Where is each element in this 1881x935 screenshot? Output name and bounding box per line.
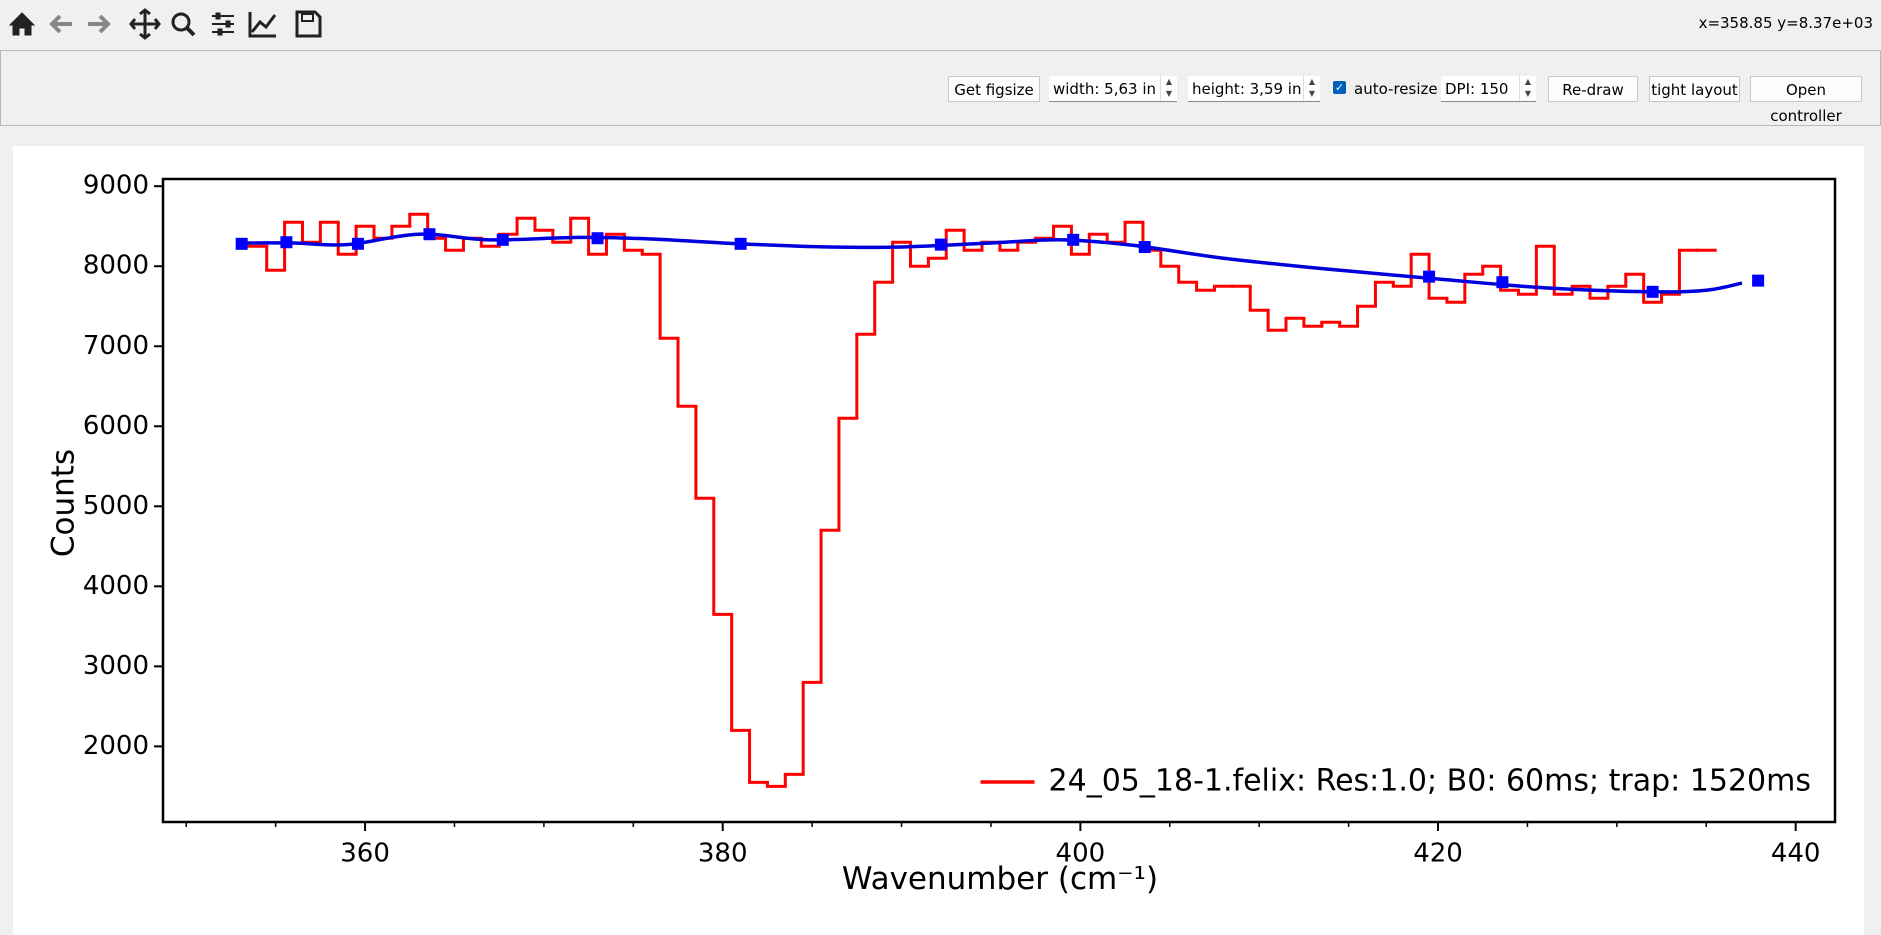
x-tick-label: 380: [698, 839, 748, 869]
pan-icon[interactable]: [129, 8, 161, 40]
home-icon[interactable]: [8, 12, 36, 36]
x-tick-label: 420: [1413, 839, 1463, 869]
spin-arrows[interactable]: ▲ ▼: [1303, 76, 1320, 101]
auto-resize-checkbox[interactable]: ✓: [1333, 81, 1346, 94]
y-tick-label: 7000: [83, 331, 149, 361]
dpi-spinbox[interactable]: DPI: 150 ▲ ▼: [1441, 76, 1536, 102]
marker: [1423, 270, 1436, 283]
y-axis-label: Counts: [46, 449, 82, 557]
width-spinbox[interactable]: width: 5,63 in ▲ ▼: [1049, 76, 1177, 102]
zoom-icon[interactable]: [171, 12, 191, 32]
marker: [734, 237, 747, 250]
toolbar: x=358.85 y=8.37e+03: [0, 0, 1881, 50]
x-axis-label: Wavenumber (cm⁻¹): [842, 861, 1158, 897]
save-icon[interactable]: [295, 10, 322, 38]
marker: [351, 237, 364, 250]
x-tick-label: 440: [1771, 839, 1821, 869]
spin-arrows[interactable]: ▲ ▼: [1160, 76, 1177, 101]
dpi-text: DPI: 150: [1445, 80, 1509, 98]
x-tick-label: 360: [340, 839, 390, 869]
height-spinbox[interactable]: height: 3,59 in ▲ ▼: [1188, 76, 1320, 102]
coordinates: x=358.85 y=8.37e+03: [1698, 14, 1873, 32]
marker: [934, 238, 947, 251]
axes-frame: [161, 177, 1837, 824]
y-tick-label: 8000: [83, 251, 149, 281]
back-icon[interactable]: [49, 14, 72, 34]
marker: [1138, 241, 1151, 254]
open-controller-button[interactable]: Open controller: [1750, 76, 1862, 125]
y-tick-label: 4000: [83, 571, 149, 601]
height-text: height: 3,59 in: [1192, 80, 1302, 98]
marker: [1752, 274, 1765, 287]
y-tick-label: 6000: [83, 411, 149, 441]
x-tick-label: 400: [1056, 839, 1106, 869]
y-tick-label: 9000: [83, 171, 149, 201]
forward-icon[interactable]: [88, 14, 111, 34]
tight-layout-button[interactable]: tight layout: [1649, 76, 1740, 102]
marker: [1496, 276, 1509, 289]
marker: [1067, 233, 1080, 246]
redraw-button[interactable]: Re-draw: [1548, 76, 1638, 102]
marker: [496, 233, 509, 246]
y-tick-label: 5000: [83, 491, 149, 521]
get-figsize-button[interactable]: Get figsize: [948, 76, 1040, 102]
legend-label: 24_05_18-1.felix: Res:1.0; B0: 60ms; tra…: [1049, 764, 1811, 799]
edit-icon[interactable]: [248, 12, 277, 38]
marker: [1646, 285, 1659, 298]
auto-resize-label: auto-resize: [1354, 80, 1438, 98]
width-text: width: 5,63 in: [1053, 80, 1157, 98]
y-tick-label: 2000: [83, 731, 149, 761]
toolbar-icons: [8, 8, 322, 40]
marker: [423, 228, 436, 241]
marker: [235, 237, 248, 250]
marker: [591, 232, 604, 245]
y-tick-label: 3000: [83, 651, 149, 681]
fit-line: [239, 232, 1743, 294]
spin-arrows[interactable]: ▲ ▼: [1519, 76, 1536, 101]
marker: [280, 236, 293, 249]
